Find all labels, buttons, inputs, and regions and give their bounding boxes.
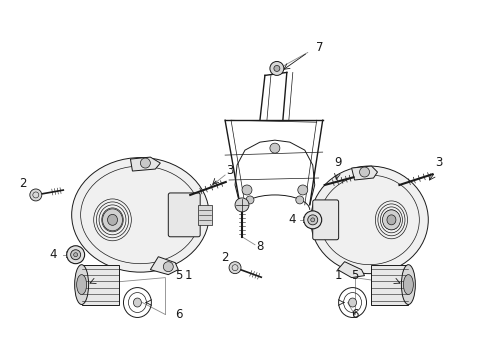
Ellipse shape [76,275,87,294]
Circle shape [30,189,42,201]
Text: 4: 4 [288,213,295,226]
Circle shape [74,253,77,257]
Polygon shape [130,157,160,171]
Ellipse shape [387,215,396,225]
Circle shape [296,196,304,204]
Circle shape [311,218,315,222]
Text: 8: 8 [256,240,264,253]
Ellipse shape [403,275,414,294]
Circle shape [274,66,280,71]
FancyBboxPatch shape [313,200,339,240]
Circle shape [304,211,322,229]
Circle shape [229,262,241,274]
Text: 3: 3 [436,156,443,168]
Text: 7: 7 [316,41,323,54]
Text: 5: 5 [352,269,359,282]
Bar [370,265,408,305]
Text: 6: 6 [352,308,359,321]
Ellipse shape [401,265,416,305]
Text: 2: 2 [19,177,26,190]
FancyBboxPatch shape [168,193,200,237]
Text: 1: 1 [184,269,192,282]
Text: 5: 5 [175,269,183,282]
Text: 4: 4 [49,248,56,261]
Circle shape [270,62,284,75]
Polygon shape [338,262,365,278]
Ellipse shape [311,166,428,274]
Bar [198,205,212,225]
Circle shape [163,262,173,272]
Circle shape [246,196,254,204]
Circle shape [141,158,150,168]
Circle shape [360,167,369,177]
Ellipse shape [72,158,209,272]
Polygon shape [352,166,377,180]
Circle shape [71,250,81,260]
Ellipse shape [348,298,357,307]
Ellipse shape [74,265,89,305]
Text: 9: 9 [334,156,342,168]
Text: 6: 6 [175,308,183,321]
Text: 3: 3 [226,163,234,176]
Circle shape [298,185,308,195]
Ellipse shape [107,214,118,225]
Circle shape [242,185,252,195]
Text: 2: 2 [221,251,229,264]
Circle shape [235,198,249,212]
Circle shape [67,246,85,264]
Circle shape [308,215,318,225]
Ellipse shape [102,209,122,231]
Polygon shape [150,257,178,275]
Bar [82,265,120,305]
Text: 1: 1 [335,269,343,282]
Ellipse shape [133,298,142,307]
Ellipse shape [383,210,400,230]
Circle shape [270,143,280,153]
